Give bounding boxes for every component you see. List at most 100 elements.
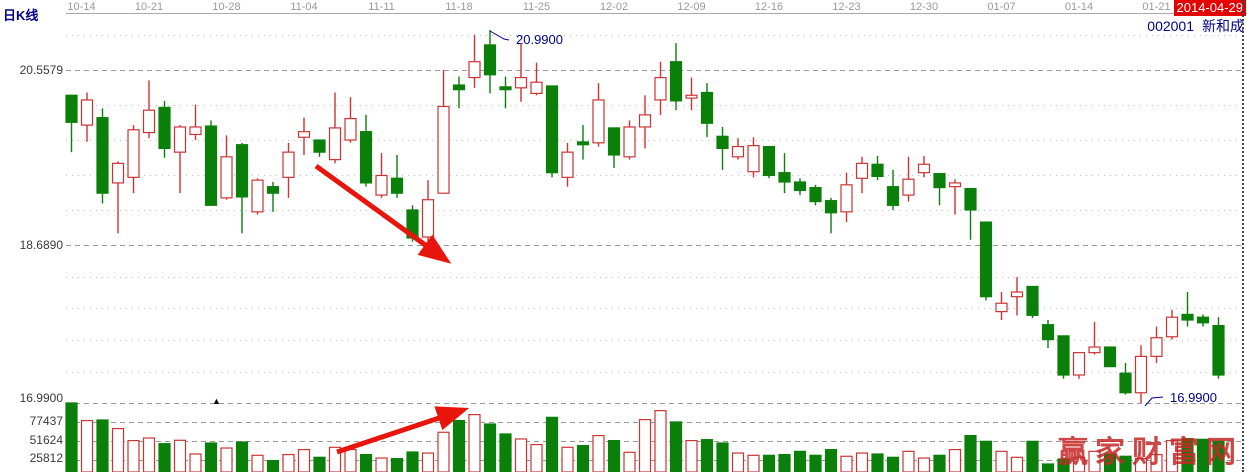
volume-bar[interactable]: [530, 443, 543, 472]
candle[interactable]: [189, 126, 202, 136]
candle[interactable]: [871, 163, 884, 178]
volume-bar[interactable]: [406, 451, 419, 472]
volume-bar[interactable]: [483, 423, 497, 472]
volume-bar[interactable]: [468, 414, 481, 472]
candle[interactable]: [700, 91, 714, 124]
candle[interactable]: [1026, 285, 1039, 316]
volume-bar[interactable]: [390, 458, 404, 472]
candle[interactable]: [809, 186, 822, 203]
candle[interactable]: [328, 127, 342, 161]
candle[interactable]: [1088, 346, 1101, 354]
volume-bar[interactable]: [592, 434, 605, 472]
candle[interactable]: [654, 76, 667, 101]
candle[interactable]: [235, 144, 249, 198]
candle[interactable]: [96, 117, 109, 194]
candle[interactable]: [266, 186, 280, 194]
volume-bar[interactable]: [1088, 450, 1101, 472]
candle[interactable]: [1010, 291, 1024, 298]
candle[interactable]: [561, 151, 574, 178]
volume-bar[interactable]: [545, 416, 559, 472]
candle[interactable]: [607, 127, 621, 156]
candle[interactable]: [1165, 316, 1179, 338]
candle[interactable]: [390, 177, 404, 194]
candle[interactable]: [1196, 316, 1210, 324]
candle[interactable]: [824, 200, 838, 214]
volume-bar[interactable]: [235, 441, 249, 472]
candle[interactable]: [468, 61, 481, 79]
volume-bar[interactable]: [282, 453, 295, 472]
candle[interactable]: [1212, 325, 1225, 376]
candle[interactable]: [220, 156, 233, 199]
candle[interactable]: [545, 85, 559, 174]
volume-bar[interactable]: [824, 448, 838, 472]
volume-bar[interactable]: [669, 421, 683, 472]
candle[interactable]: [282, 151, 295, 178]
volume-bar[interactable]: [840, 455, 853, 472]
candle[interactable]: [80, 99, 94, 126]
volume-bar[interactable]: [452, 419, 466, 472]
volume-bar[interactable]: [623, 451, 636, 472]
candle[interactable]: [313, 139, 326, 153]
volume-bar[interactable]: [421, 452, 435, 472]
candle[interactable]: [1041, 324, 1055, 341]
volume-bar[interactable]: [747, 454, 760, 472]
candle[interactable]: [917, 163, 931, 174]
volume-bar[interactable]: [189, 453, 202, 472]
volume-bar[interactable]: [716, 442, 729, 472]
candle[interactable]: [1103, 346, 1117, 368]
candle[interactable]: [638, 114, 652, 128]
volume-bar[interactable]: [995, 450, 1008, 472]
candle[interactable]: [297, 131, 311, 138]
candle[interactable]: [251, 179, 264, 213]
candle[interactable]: [731, 145, 745, 158]
volume-bar[interactable]: [731, 452, 745, 472]
volume-bar[interactable]: [499, 433, 512, 472]
volume-bar[interactable]: [979, 440, 993, 472]
volume-bar[interactable]: [127, 439, 140, 472]
volume-bar[interactable]: [204, 442, 218, 472]
volume-bar[interactable]: [933, 454, 946, 472]
candle[interactable]: [111, 162, 125, 184]
volume-bar[interactable]: [778, 453, 791, 472]
volume-bar[interactable]: [855, 452, 869, 472]
candle[interactable]: [142, 109, 156, 134]
volume-bar[interactable]: [1103, 453, 1117, 472]
candle[interactable]: [747, 145, 760, 173]
volume-bar[interactable]: [514, 438, 528, 472]
volume-bar[interactable]: [313, 456, 326, 472]
volume-bar[interactable]: [375, 457, 388, 472]
volume-bar[interactable]: [359, 453, 373, 472]
candle[interactable]: [933, 173, 946, 189]
volume-bar[interactable]: [111, 427, 125, 472]
candle[interactable]: [886, 186, 900, 206]
volume-bar[interactable]: [142, 437, 156, 472]
volume-bar[interactable]: [297, 448, 311, 472]
candle[interactable]: [437, 105, 450, 194]
candle[interactable]: [499, 86, 512, 91]
volume-bar[interactable]: [1072, 456, 1086, 472]
volume-bar[interactable]: [173, 439, 187, 472]
volume-bar[interactable]: [220, 447, 233, 472]
volume-bar[interactable]: [576, 444, 590, 472]
candle[interactable]: [514, 76, 528, 89]
volume-bar[interactable]: [964, 434, 977, 472]
volume-bar[interactable]: [793, 450, 807, 472]
volume-bar[interactable]: [1026, 440, 1039, 472]
candle[interactable]: [1181, 313, 1194, 321]
candle[interactable]: [65, 94, 78, 123]
volume-bar[interactable]: [902, 450, 915, 472]
volume-bar[interactable]: [809, 454, 822, 472]
volume-bar[interactable]: [871, 453, 884, 472]
candle[interactable]: [995, 302, 1008, 313]
candle[interactable]: [1072, 352, 1086, 376]
candle[interactable]: [375, 174, 388, 196]
candle[interactable]: [127, 129, 140, 178]
candle[interactable]: [964, 187, 977, 211]
candle[interactable]: [344, 117, 357, 141]
candle[interactable]: [855, 162, 869, 179]
candle[interactable]: [452, 84, 466, 91]
candle[interactable]: [576, 141, 590, 146]
volume-bar[interactable]: [96, 419, 109, 472]
candle[interactable]: [483, 44, 497, 76]
